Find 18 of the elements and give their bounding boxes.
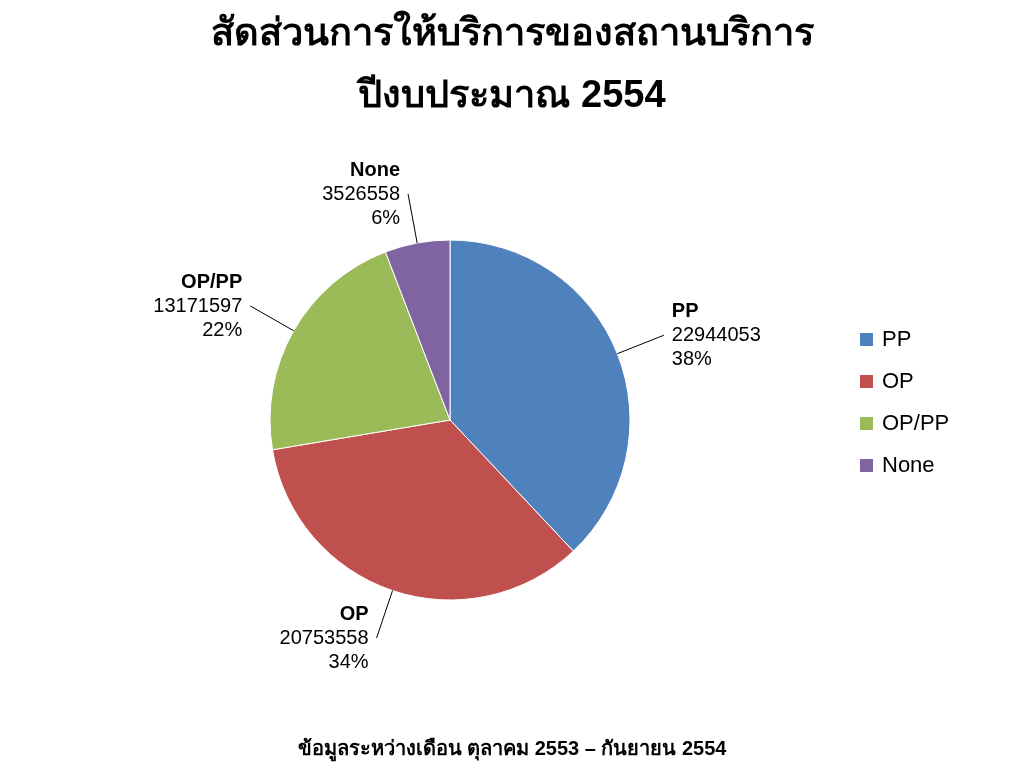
legend-label: PP: [882, 326, 912, 351]
slice-label: None: [350, 157, 401, 180]
pie-slice: [384, 239, 451, 421]
slice-label: PP: [671, 299, 699, 322]
pie-slice: [269, 251, 451, 451]
text: ข้อมูลระหว่างเดือน ตุลาคม 2553 – กันยายน 2554: [297, 737, 728, 762]
chart-title: สัดส่วนการให้บริการของสถานบริการ ปีงบประมาณ 2554: [210, 10, 815, 115]
data-label: 22944053 38%: [671, 323, 761, 370]
slice-label: OP/PP: [181, 269, 243, 292]
legend-label: OP/PP: [882, 410, 950, 435]
data-label: 20753558 34%: [279, 625, 369, 672]
data-label: 3526558 6%: [322, 181, 401, 228]
pie-slice: [271, 419, 574, 601]
pie-slice: [449, 239, 631, 552]
slice-label: OP: [339, 601, 369, 624]
data-label: 13171597 22%: [153, 293, 243, 340]
legend-label: None: [882, 452, 935, 477]
legend-label: OP: [882, 368, 914, 393]
